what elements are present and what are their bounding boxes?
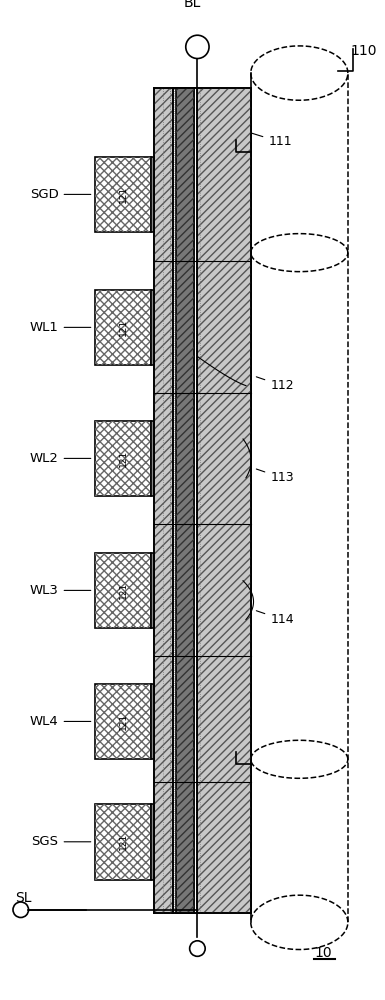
- Text: BL: BL: [184, 0, 201, 10]
- Bar: [95, 157, 151, 232]
- Bar: [151, 421, 154, 496]
- Bar: [95, 290, 151, 365]
- Text: SGS: SGS: [32, 835, 91, 848]
- Bar: [151, 157, 154, 232]
- Bar: [95, 553, 151, 628]
- Text: 121: 121: [119, 186, 128, 203]
- Bar: [95, 804, 151, 880]
- Bar: [95, 421, 151, 496]
- Bar: [95, 684, 151, 759]
- Bar: [151, 553, 154, 628]
- Text: WL3: WL3: [30, 584, 91, 597]
- Text: WL1: WL1: [30, 321, 91, 334]
- Bar: [151, 804, 154, 880]
- Text: 111: 111: [251, 133, 292, 148]
- Text: 121: 121: [119, 450, 128, 467]
- Text: 121: 121: [119, 582, 128, 599]
- Text: SGD: SGD: [30, 188, 91, 201]
- Bar: [154, 88, 251, 913]
- Text: 121: 121: [119, 833, 128, 850]
- Text: SL: SL: [15, 891, 32, 905]
- Bar: [95, 804, 151, 880]
- Text: 10: 10: [315, 946, 332, 960]
- Bar: [151, 684, 154, 759]
- Bar: [151, 290, 154, 365]
- Text: WL2: WL2: [30, 452, 91, 465]
- Text: 110: 110: [351, 44, 377, 58]
- Bar: [154, 88, 251, 913]
- Text: 121: 121: [119, 713, 128, 730]
- Bar: [95, 553, 151, 628]
- Text: 113: 113: [256, 469, 294, 484]
- Bar: [95, 421, 151, 496]
- Text: 112: 112: [256, 377, 294, 392]
- Bar: [95, 290, 151, 365]
- Bar: [95, 684, 151, 759]
- Text: WL4: WL4: [30, 715, 91, 728]
- Text: 121: 121: [119, 319, 128, 336]
- Bar: [176, 88, 194, 913]
- Text: 114: 114: [256, 611, 294, 626]
- Bar: [176, 88, 194, 913]
- Bar: [95, 157, 151, 232]
- Bar: [173, 88, 198, 913]
